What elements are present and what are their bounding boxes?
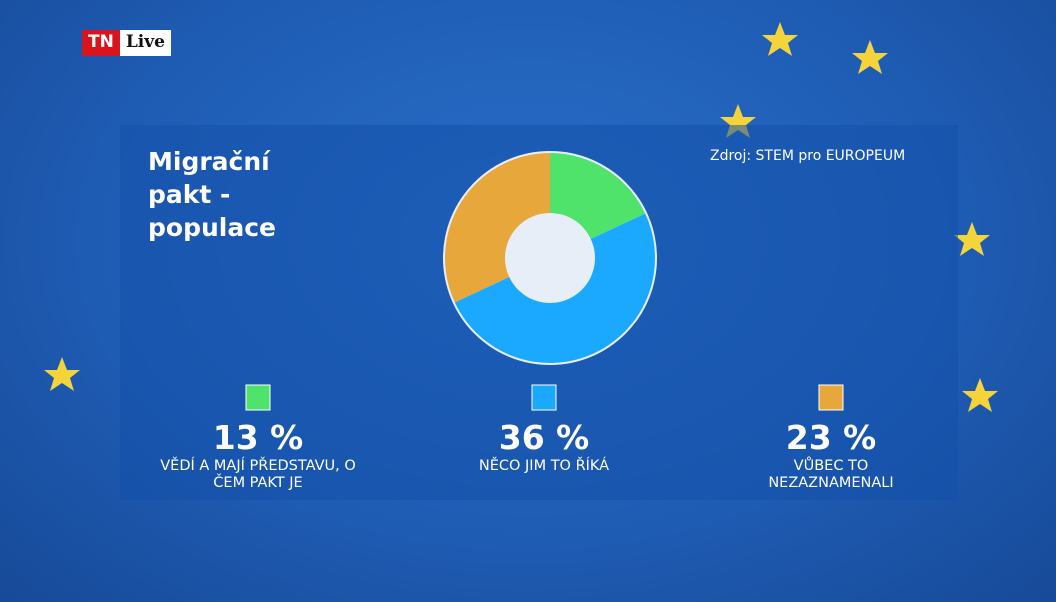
legend-label: VĚDÍ A MAJÍ PŘEDSTAVU, O ČEM PAKT JE — [160, 458, 356, 491]
legend-label: VŮBEC TO NEZAZNAMENALI — [768, 458, 894, 491]
value-label: 23 % — [785, 418, 877, 457]
logo-channel: Live — [119, 30, 171, 56]
source: Zdroj: STEM pro EUROPEUM — [710, 148, 906, 164]
value-label: 36 % — [498, 418, 590, 457]
pie-slice — [445, 153, 550, 303]
legend-swatch — [245, 384, 271, 411]
legend-swatch — [531, 384, 557, 411]
pie-slice — [454, 213, 655, 363]
value-label: 13 % — [212, 418, 304, 457]
pie-slice — [550, 153, 646, 239]
logo-brand: TN — [82, 30, 120, 56]
legend-swatch — [818, 384, 844, 411]
logo: TN Live — [82, 30, 171, 56]
legend-label: NĚCO JIM TO ŘÍKÁ — [478, 458, 610, 474]
chart-title: Migrační pakt - populace — [148, 147, 276, 242]
